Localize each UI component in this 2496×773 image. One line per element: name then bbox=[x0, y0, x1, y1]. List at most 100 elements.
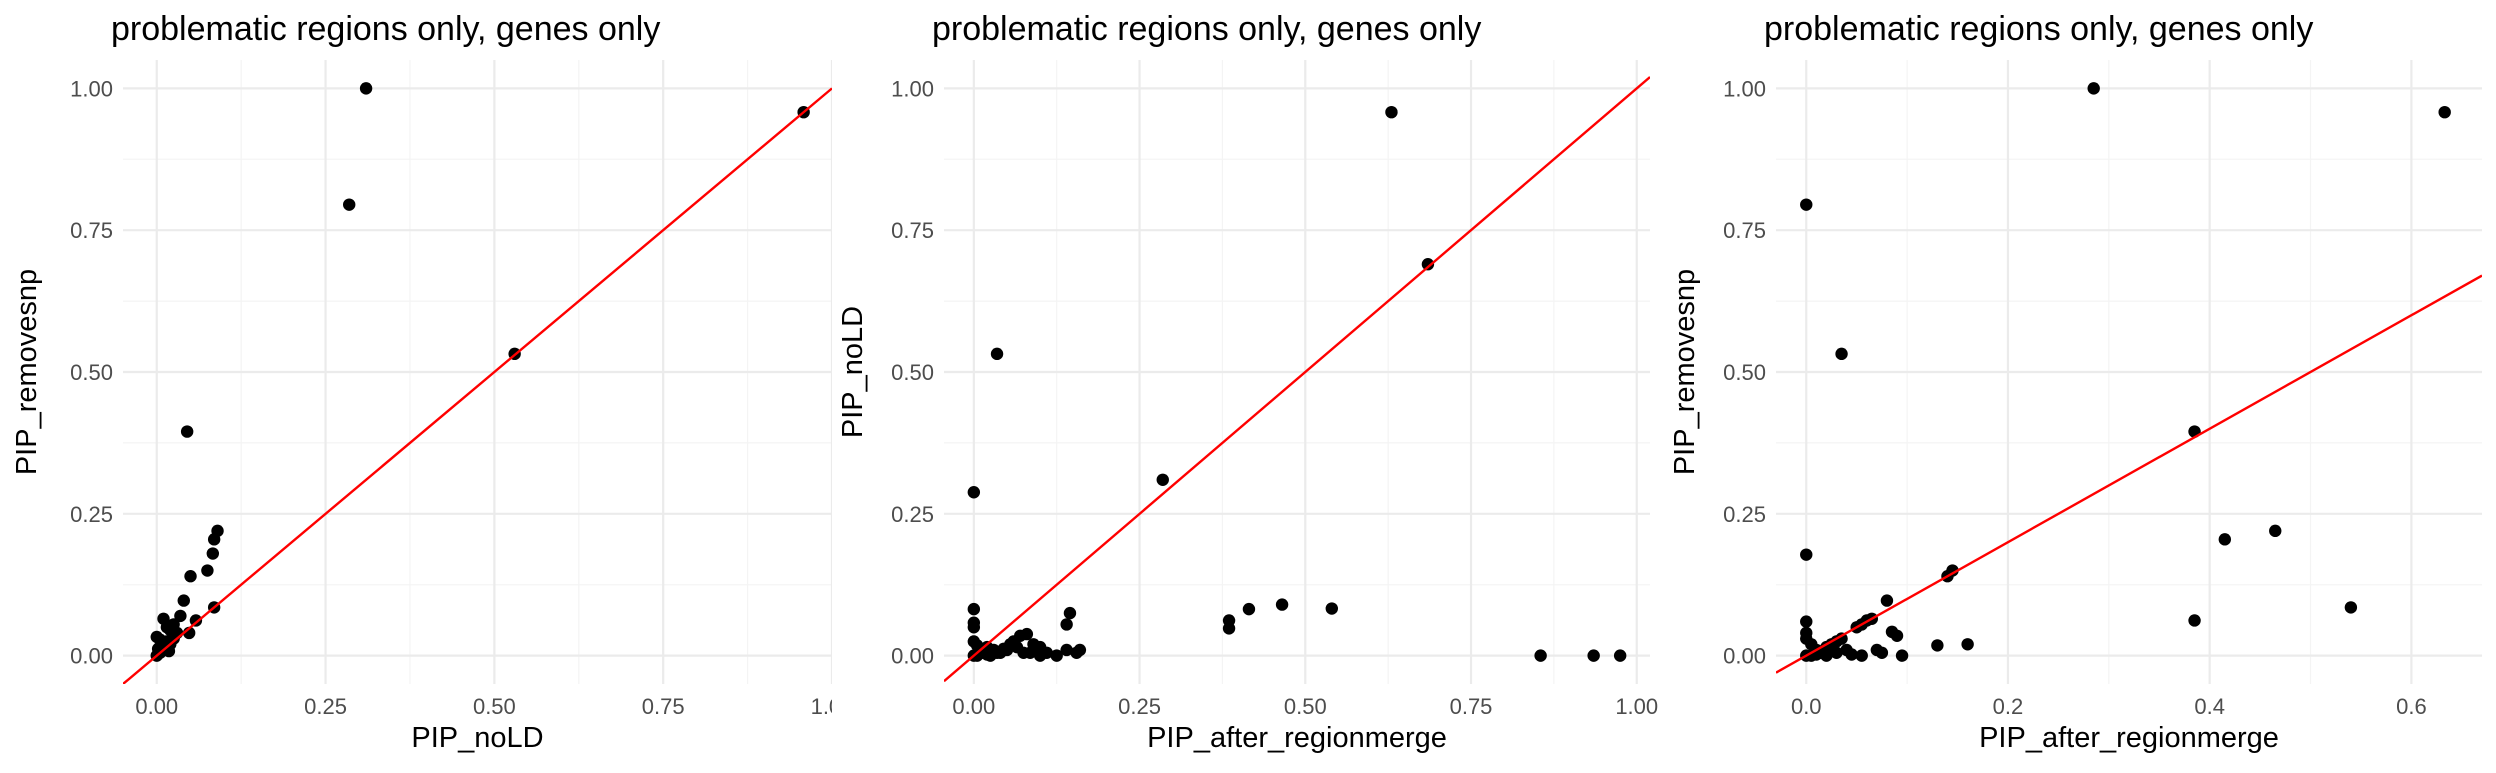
data-point bbox=[206, 547, 220, 560]
major-gridlines bbox=[1776, 60, 2482, 684]
y-tick-label: 0.00 bbox=[1723, 644, 1766, 669]
x-tick-label: 0.6 bbox=[2396, 694, 2427, 719]
x-axis-title: PIP_noLD bbox=[411, 722, 543, 754]
x-tick-label: 1.00 bbox=[1615, 694, 1658, 719]
data-point bbox=[1050, 649, 1063, 662]
x-tick-label: 0.25 bbox=[304, 694, 347, 719]
data-points bbox=[150, 82, 810, 662]
data-point bbox=[990, 347, 1004, 361]
data-point bbox=[343, 198, 356, 211]
y-axis-title: PIP_removesnp bbox=[1669, 269, 1701, 475]
y-tick-label: 0.25 bbox=[1723, 502, 1766, 527]
data-point bbox=[177, 594, 190, 607]
data-points bbox=[967, 105, 1627, 662]
data-point bbox=[1060, 643, 1073, 657]
data-point bbox=[1890, 629, 1904, 642]
data-point bbox=[967, 486, 981, 499]
data-point bbox=[1421, 258, 1435, 271]
x-tick-label: 0.00 bbox=[135, 694, 178, 719]
data-point bbox=[184, 570, 197, 583]
data-point bbox=[167, 632, 180, 645]
scatter-panel-1: 0.00 0.25 0.50 0.75 1.00 0.00 0.25 0.50 0.75 1.00… bbox=[0, 0, 853, 768]
y-tick-label: 0.75 bbox=[70, 218, 113, 243]
data-point bbox=[1875, 646, 1889, 659]
y-tick-label: 0.50 bbox=[891, 360, 934, 385]
y-tick-label: 0.25 bbox=[70, 502, 113, 527]
data-point bbox=[1020, 627, 1034, 641]
chart-title: problematic regions only, genes only bbox=[111, 10, 660, 48]
x-axis-title: PIP_after_regionmerge bbox=[1147, 722, 1447, 754]
data-point bbox=[1325, 602, 1339, 615]
x-tick-label: 0.0 bbox=[1791, 694, 1822, 719]
data-point bbox=[2087, 82, 2100, 95]
x-tick-label: 0.50 bbox=[473, 694, 516, 719]
data-point bbox=[1800, 615, 1813, 628]
data-point bbox=[2344, 601, 2358, 614]
data-point bbox=[359, 82, 373, 95]
data-point bbox=[180, 425, 194, 438]
data-point bbox=[1222, 622, 1236, 635]
y-axis-title: PIP_noLD bbox=[837, 306, 869, 438]
data-point bbox=[1800, 548, 1813, 561]
data-point bbox=[1880, 594, 1894, 607]
y-axis-title: PIP_removesnp bbox=[11, 269, 43, 475]
chart-svg: 0.00 0.25 0.50 0.75 1.00 0.00 0.25 0.50 0.75 1.00… bbox=[11, 10, 853, 754]
data-point bbox=[1017, 646, 1030, 659]
y-tick-label: 0.00 bbox=[70, 644, 113, 669]
data-point bbox=[1800, 198, 1813, 211]
data-point bbox=[1895, 649, 1909, 662]
chart-title: problematic regions only, genes only bbox=[932, 10, 1481, 48]
data-point bbox=[1385, 105, 1398, 119]
data-point bbox=[189, 614, 203, 627]
reference-line bbox=[944, 76, 1650, 683]
data-point bbox=[1961, 638, 1974, 651]
y-tick-label: 0.75 bbox=[1723, 218, 1766, 243]
x-tick-label: 0.75 bbox=[642, 694, 685, 719]
data-point bbox=[207, 533, 221, 546]
data-point bbox=[1830, 646, 1843, 659]
data-point bbox=[1060, 618, 1073, 631]
y-tick-label: 0.75 bbox=[891, 218, 934, 243]
data-point bbox=[1242, 602, 1256, 616]
y-tick-label: 0.25 bbox=[891, 502, 934, 527]
y-tick-label: 0.00 bbox=[891, 644, 934, 669]
scatter-panel-3: 0.0 0.2 0.4 0.6 0.00 0.25 0.50 0.75 1.00 problema… bbox=[1664, 0, 2496, 768]
x-tick-label: 0.2 bbox=[1993, 694, 2024, 719]
data-point bbox=[1033, 649, 1047, 662]
data-point bbox=[2269, 524, 2282, 538]
data-point bbox=[1931, 639, 1944, 652]
chart-svg: 0.0 0.2 0.4 0.6 0.00 0.25 0.50 0.75 1.00 problema… bbox=[1669, 10, 2482, 754]
x-tick-label: 1.00 bbox=[811, 694, 832, 719]
data-point bbox=[1534, 649, 1547, 662]
y-tick-label: 1.00 bbox=[891, 76, 934, 101]
x-tick-label: 0.50 bbox=[1284, 694, 1327, 719]
x-tick-label: 0.00 bbox=[952, 694, 995, 719]
y-tick-label: 1.00 bbox=[1723, 76, 1766, 101]
data-point bbox=[174, 609, 187, 623]
data-point bbox=[1070, 646, 1083, 659]
minor-gridlines bbox=[944, 60, 1650, 684]
data-point bbox=[1275, 598, 1289, 611]
scatter-panel-2: 0.00 0.25 0.50 0.75 1.00 0.00 0.25 0.50 0.75 1.00… bbox=[832, 0, 1664, 768]
major-gridlines bbox=[123, 60, 834, 684]
data-point bbox=[1587, 649, 1600, 662]
y-tick-label: 1.00 bbox=[70, 76, 113, 101]
data-point bbox=[970, 649, 984, 662]
data-point bbox=[2188, 614, 2201, 627]
y-tick-label: 0.50 bbox=[70, 360, 113, 385]
data-point bbox=[1156, 473, 1169, 486]
data-point bbox=[1063, 606, 1077, 620]
data-point bbox=[980, 648, 994, 661]
x-tick-label: 0.4 bbox=[2194, 694, 2225, 719]
x-axis-title: PIP_after_regionmerge bbox=[1979, 722, 2279, 754]
x-tick-label: 0.75 bbox=[1450, 694, 1493, 719]
data-point bbox=[2218, 533, 2232, 546]
data-point bbox=[201, 564, 214, 577]
data-point bbox=[967, 621, 981, 634]
chart-title: problematic regions only, genes only bbox=[1764, 10, 2313, 48]
data-point bbox=[1613, 649, 1627, 662]
data-point bbox=[1840, 643, 1853, 657]
data-point bbox=[1855, 649, 1868, 662]
data-point bbox=[967, 602, 981, 616]
data-point bbox=[1835, 632, 1848, 645]
